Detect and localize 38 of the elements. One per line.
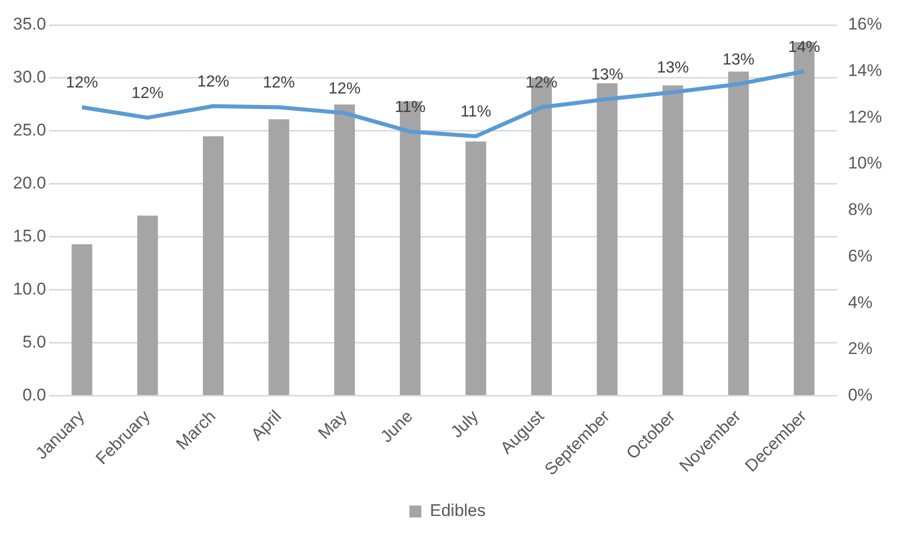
bar	[202, 136, 224, 396]
bar	[137, 216, 158, 396]
y2-tick-label: 2%	[848, 339, 873, 358]
data-label: 12%	[262, 74, 295, 92]
y-tick-label: 25.0	[12, 120, 46, 140]
data-label: 13%	[656, 60, 689, 77]
y-tick-label: 5.0	[22, 332, 46, 352]
y2-tick-label: 4%	[848, 292, 873, 312]
bar	[334, 104, 355, 396]
bar	[268, 119, 290, 396]
x-tick-label: May	[314, 406, 352, 443]
y-tick-label: 30.0	[12, 68, 46, 87]
y2-tick-label: 12%	[848, 107, 882, 126]
y-tick-label: 0.0	[22, 385, 46, 404]
data-label: 12%	[66, 74, 98, 92]
y2-tick-label: 10%	[848, 154, 882, 173]
data-label: 13%	[722, 52, 755, 68]
data-label: 12%	[328, 80, 361, 98]
data-label: 12%	[197, 74, 230, 91]
bar	[662, 85, 684, 396]
x-tick-label: July	[447, 406, 482, 442]
data-label: 12%	[132, 85, 164, 102]
y2-tick-label: 6%	[848, 246, 873, 266]
y2-tick-label: 16%	[848, 14, 882, 34]
bar	[596, 83, 618, 396]
y-tick-label: 20.0	[12, 174, 46, 193]
bar	[466, 142, 486, 396]
legend-label: Edibles	[430, 501, 486, 520]
bar	[728, 72, 749, 396]
bar	[72, 244, 92, 396]
y2-tick-label: 8%	[848, 200, 873, 220]
data-label: 13%	[591, 66, 624, 84]
y-tick-label: 35.0	[12, 14, 46, 34]
y2-tick-label: 14%	[848, 61, 882, 80]
data-label: 11%	[460, 104, 492, 121]
y-tick-label: 15.0	[12, 226, 46, 246]
y-tick-label: 10.0	[12, 280, 46, 299]
y2-tick-label: 0%	[848, 385, 873, 404]
